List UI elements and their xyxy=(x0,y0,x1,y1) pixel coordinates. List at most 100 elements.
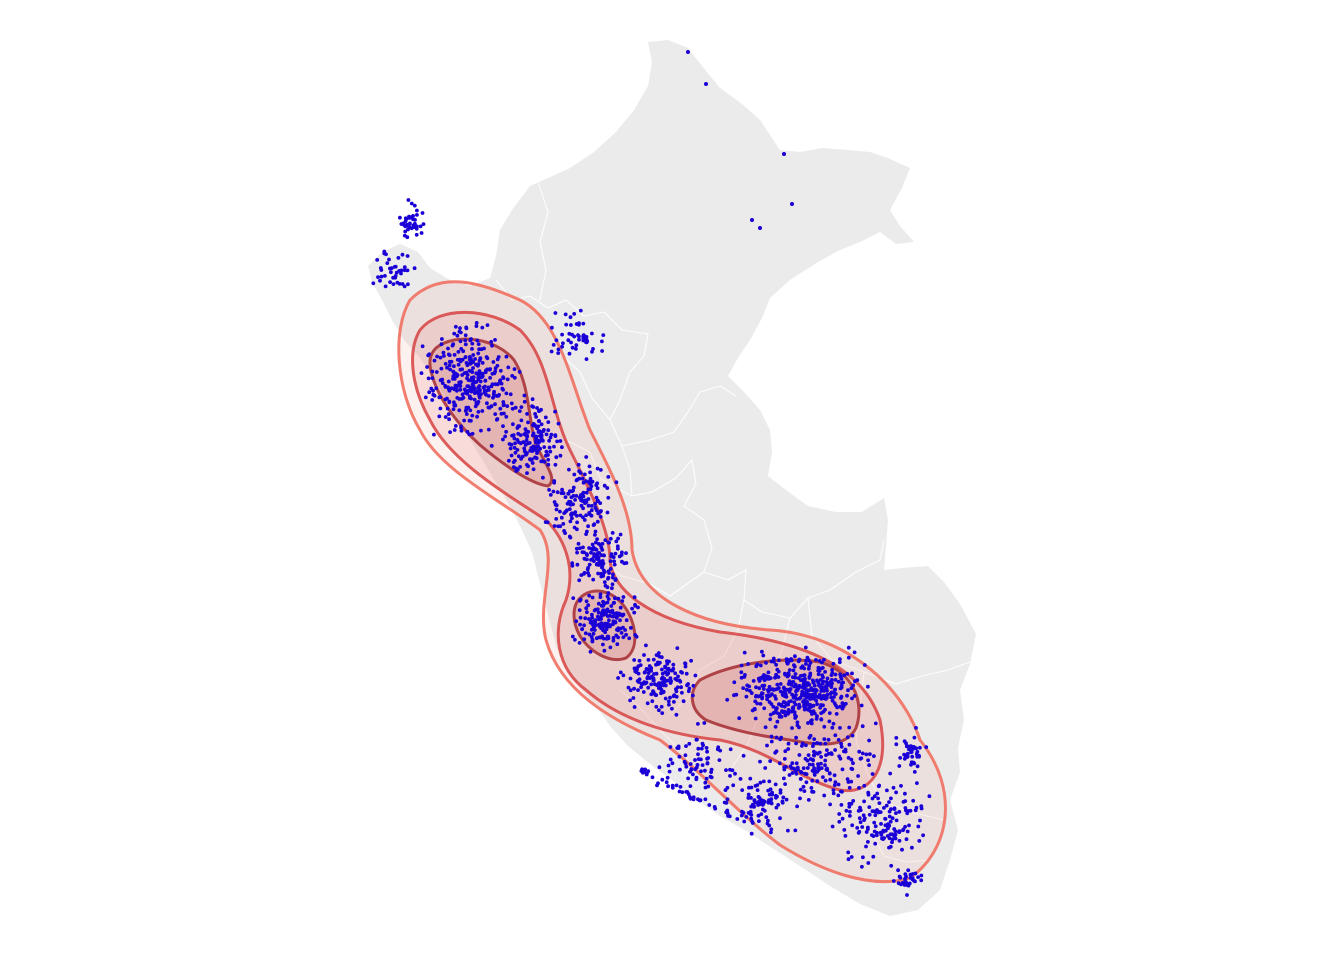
data-point xyxy=(567,351,572,356)
data-point xyxy=(584,490,589,495)
data-point xyxy=(578,615,583,620)
data-point xyxy=(468,385,473,390)
data-point xyxy=(550,325,554,330)
data-point xyxy=(703,780,708,785)
data-point xyxy=(491,360,496,364)
data-point xyxy=(616,536,620,541)
data-point xyxy=(817,669,822,673)
data-point xyxy=(819,685,824,690)
data-point xyxy=(432,432,436,437)
data-point xyxy=(666,763,671,768)
data-point xyxy=(644,772,649,777)
data-point xyxy=(470,347,474,351)
data-point xyxy=(811,680,816,685)
data-point xyxy=(702,721,707,725)
data-point xyxy=(734,692,739,697)
data-point xyxy=(790,726,794,730)
data-point xyxy=(455,357,460,362)
data-point xyxy=(504,429,508,434)
data-point xyxy=(807,692,811,697)
data-point xyxy=(526,441,530,446)
data-point xyxy=(699,769,703,774)
data-point xyxy=(833,780,838,784)
data-point xyxy=(456,362,461,367)
data-point xyxy=(851,761,855,766)
data-point xyxy=(748,776,753,781)
data-point xyxy=(389,270,393,275)
data-point xyxy=(912,770,917,774)
data-point xyxy=(637,658,642,663)
data-point xyxy=(755,662,760,667)
data-point xyxy=(803,677,807,681)
data-point xyxy=(553,502,558,507)
data-point xyxy=(471,353,476,357)
data-point xyxy=(486,427,491,432)
data-point xyxy=(452,353,457,357)
data-point xyxy=(582,518,587,522)
data-point xyxy=(610,582,615,587)
data-point xyxy=(480,409,485,413)
data-point xyxy=(707,803,712,807)
data-point xyxy=(476,342,481,346)
data-point xyxy=(804,743,808,748)
data-point xyxy=(855,678,860,682)
data-point xyxy=(608,536,613,541)
data-point xyxy=(829,695,833,700)
data-point xyxy=(696,722,700,726)
data-point xyxy=(774,735,779,740)
data-point xyxy=(759,798,764,803)
data-point xyxy=(812,683,817,688)
data-point xyxy=(590,612,594,617)
data-point xyxy=(574,619,579,624)
data-point xyxy=(560,487,564,492)
data-point xyxy=(539,422,544,427)
data-point xyxy=(520,454,525,459)
data-point xyxy=(811,692,815,697)
data-point xyxy=(790,202,794,206)
data-point xyxy=(473,357,477,361)
data-point xyxy=(473,404,478,409)
data-point xyxy=(741,753,746,758)
data-point xyxy=(479,371,484,376)
data-point xyxy=(519,405,524,409)
data-point xyxy=(831,721,836,726)
data-point xyxy=(862,818,866,822)
data-point xyxy=(824,767,829,772)
data-point xyxy=(612,562,617,567)
data-point xyxy=(828,777,833,782)
data-point xyxy=(688,795,692,799)
data-point xyxy=(889,863,894,868)
data-point xyxy=(602,483,607,488)
data-point xyxy=(688,784,693,788)
data-point xyxy=(798,674,803,678)
data-point xyxy=(548,449,553,454)
data-point xyxy=(586,603,591,608)
data-point xyxy=(536,449,540,453)
data-point xyxy=(873,841,878,846)
data-point xyxy=(463,355,468,360)
data-point xyxy=(807,762,812,767)
data-point xyxy=(476,385,481,390)
data-point xyxy=(451,342,456,347)
data-point xyxy=(618,605,623,610)
data-point xyxy=(595,556,599,561)
data-point xyxy=(873,809,878,814)
data-point xyxy=(663,664,667,669)
data-point xyxy=(833,687,838,692)
data-point xyxy=(543,415,548,420)
data-point xyxy=(777,761,782,766)
data-point xyxy=(483,378,488,383)
data-point xyxy=(831,791,836,796)
data-point xyxy=(881,829,886,834)
data-point xyxy=(480,361,485,365)
data-point xyxy=(533,424,538,429)
data-point xyxy=(574,546,579,551)
data-point xyxy=(918,745,922,750)
data-point xyxy=(480,374,485,379)
data-point xyxy=(522,446,527,451)
data-point xyxy=(792,664,797,669)
data-point xyxy=(616,546,620,551)
data-point xyxy=(484,355,489,359)
data-point xyxy=(612,611,617,616)
data-point xyxy=(754,685,758,690)
